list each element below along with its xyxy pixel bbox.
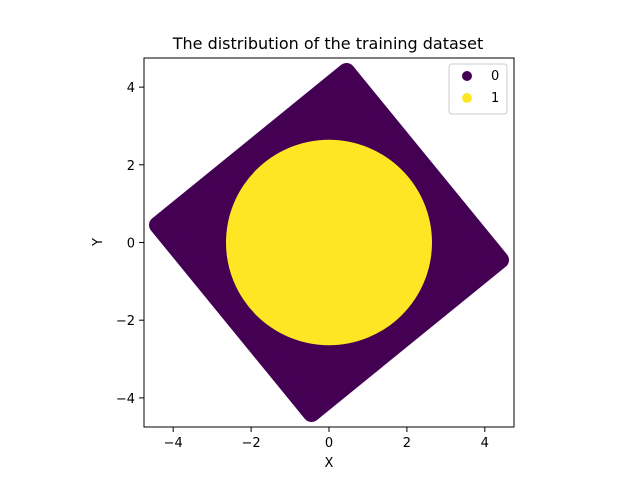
x-axis-label: X — [325, 456, 334, 471]
legend-label-class-0: 0 — [491, 69, 499, 84]
x-tick-label: −4 — [164, 436, 183, 451]
x-axis: −4 −2 0 2 4 — [164, 427, 489, 451]
x-tick-label: 2 — [403, 436, 411, 451]
legend-label-class-1: 1 — [491, 91, 499, 106]
x-tick-label: −2 — [242, 436, 261, 451]
y-tick-label: 0 — [127, 237, 135, 252]
y-tick-label: −2 — [116, 314, 135, 329]
y-axis-label: Y — [91, 238, 106, 247]
scatter-points-class-1 — [226, 139, 432, 346]
x-tick-label: 4 — [481, 436, 489, 451]
plot-area — [149, 62, 509, 422]
legend-marker-class-1 — [462, 93, 472, 103]
y-tick-label: 4 — [127, 81, 135, 96]
x-tick-label: 0 — [325, 436, 333, 451]
y-tick-label: −4 — [116, 392, 135, 407]
y-axis: −4 −2 0 2 4 — [116, 81, 144, 407]
chart-title: The distribution of the training dataset — [172, 34, 484, 53]
legend-marker-class-0 — [462, 71, 472, 81]
y-tick-label: 2 — [127, 159, 135, 174]
legend: 0 1 — [448, 63, 508, 115]
